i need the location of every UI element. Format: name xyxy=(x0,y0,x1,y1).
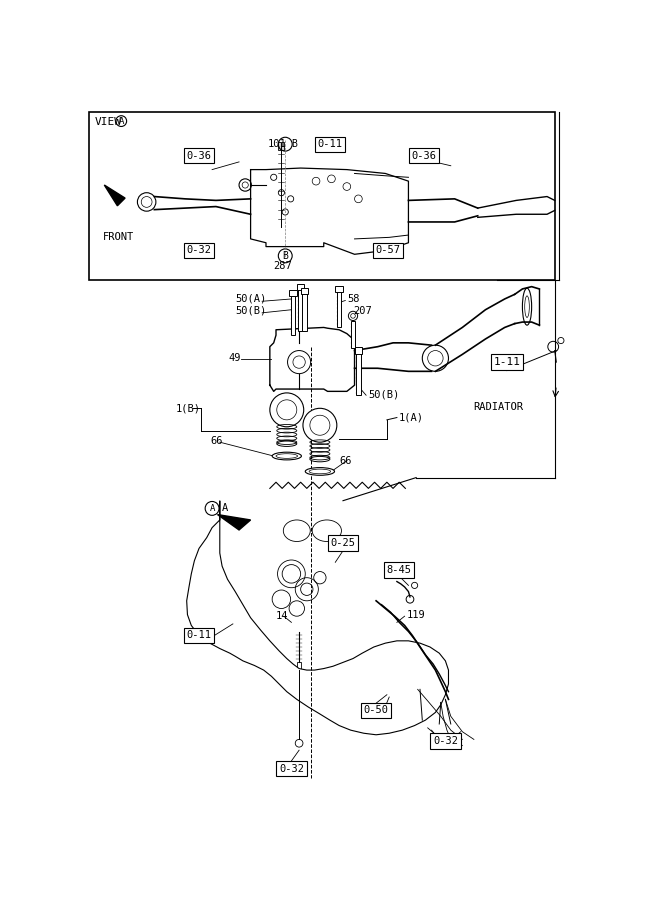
Text: RADIATOR: RADIATOR xyxy=(474,401,524,412)
Text: 0-11: 0-11 xyxy=(317,140,342,149)
Text: 66: 66 xyxy=(339,455,352,465)
Bar xyxy=(405,562,412,576)
Ellipse shape xyxy=(276,454,297,458)
Bar xyxy=(337,289,342,328)
Circle shape xyxy=(271,175,277,180)
Bar xyxy=(336,286,343,292)
Text: 49: 49 xyxy=(228,353,241,364)
Bar xyxy=(351,321,356,348)
Text: 14: 14 xyxy=(276,611,289,621)
Text: A: A xyxy=(222,503,228,513)
Text: 50(A): 50(A) xyxy=(235,294,266,304)
Circle shape xyxy=(270,393,303,427)
Text: 0-11: 0-11 xyxy=(187,631,211,641)
Text: VIEW: VIEW xyxy=(94,117,121,127)
Text: 287: 287 xyxy=(273,261,292,271)
Text: 0-32: 0-32 xyxy=(187,246,211,256)
Polygon shape xyxy=(217,515,251,530)
Text: 0-25: 0-25 xyxy=(330,538,356,548)
Ellipse shape xyxy=(272,452,301,460)
Ellipse shape xyxy=(309,469,331,473)
Text: 0-36: 0-36 xyxy=(187,150,211,161)
Circle shape xyxy=(278,190,284,196)
Text: 50(B): 50(B) xyxy=(235,305,266,316)
Text: B: B xyxy=(282,251,288,261)
Circle shape xyxy=(355,195,362,203)
Text: 1-11: 1-11 xyxy=(494,357,520,367)
Bar xyxy=(301,288,308,294)
Text: 0-36: 0-36 xyxy=(412,150,436,161)
Circle shape xyxy=(348,311,358,320)
Bar xyxy=(291,292,295,335)
Text: 101: 101 xyxy=(267,140,286,149)
Bar xyxy=(302,292,307,331)
Bar xyxy=(356,350,361,395)
Circle shape xyxy=(287,196,293,202)
Circle shape xyxy=(351,313,356,319)
Text: 0-32: 0-32 xyxy=(433,736,458,746)
Bar xyxy=(89,112,555,280)
Text: B: B xyxy=(291,140,297,149)
Text: 0-57: 0-57 xyxy=(375,246,400,256)
Circle shape xyxy=(327,175,336,183)
Bar xyxy=(278,142,284,149)
Text: A: A xyxy=(119,117,124,126)
Text: 58: 58 xyxy=(347,294,360,304)
Text: FRONT: FRONT xyxy=(103,232,134,242)
Bar xyxy=(298,286,303,331)
Circle shape xyxy=(303,409,337,442)
Circle shape xyxy=(312,177,320,185)
Text: 207: 207 xyxy=(353,305,372,316)
Text: 0-50: 0-50 xyxy=(364,705,389,716)
Polygon shape xyxy=(104,185,125,206)
Text: 0-32: 0-32 xyxy=(279,764,304,774)
Bar xyxy=(289,290,297,296)
Bar xyxy=(355,347,362,354)
Ellipse shape xyxy=(305,468,335,475)
Text: 1(B): 1(B) xyxy=(176,403,201,413)
Bar xyxy=(297,662,301,671)
Bar xyxy=(297,284,305,290)
Text: A: A xyxy=(209,504,215,513)
Text: 66: 66 xyxy=(211,436,223,446)
Text: 1(A): 1(A) xyxy=(400,412,424,422)
Text: 8-45: 8-45 xyxy=(387,565,412,575)
Text: 50(B): 50(B) xyxy=(368,390,400,400)
Polygon shape xyxy=(187,500,448,734)
Circle shape xyxy=(282,209,288,215)
Circle shape xyxy=(343,183,351,191)
Text: 119: 119 xyxy=(407,609,426,620)
